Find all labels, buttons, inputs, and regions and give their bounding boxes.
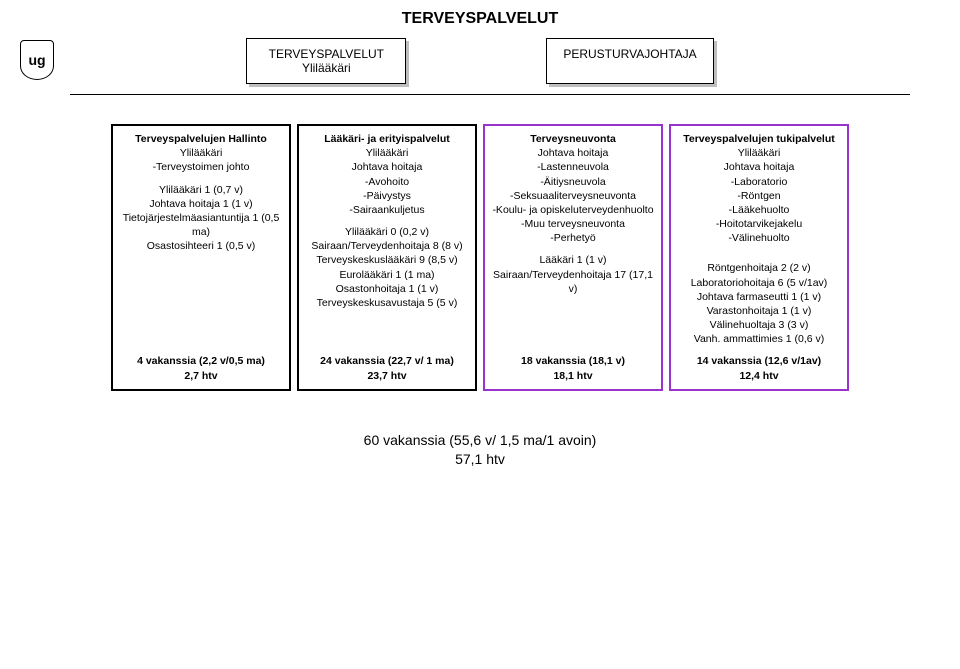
column-subtitle: Ylilääkäri bbox=[117, 146, 285, 160]
column-line bbox=[303, 217, 471, 225]
column-line: Lääkäri 1 (1 v) bbox=[489, 253, 657, 267]
org-column: TerveysneuvontaJohtava hoitaja-Lastenneu… bbox=[483, 124, 663, 391]
bottom-summary: 60 vakanssia (55,6 v/ 1,5 ma/1 avoin) 57… bbox=[10, 431, 950, 470]
column-line: Vanh. ammattimies 1 (0,6 v) bbox=[675, 332, 843, 346]
column-line: Varastonhoitaja 1 (1 v) bbox=[675, 304, 843, 318]
top-row: TERVEYSPALVELUT Ylilääkäri PERUSTURVAJOH… bbox=[10, 38, 950, 84]
top-box-right: PERUSTURVAJOHTAJA bbox=[546, 38, 713, 84]
column-line: Osastonhoitaja 1 (1 v) bbox=[303, 282, 471, 296]
column-line: -Hoitotarvikejakelu bbox=[675, 217, 843, 231]
column-line: Tietojärjestelmäasiantuntija 1 (0,5 ma) bbox=[117, 211, 285, 239]
logo-shield: ug bbox=[20, 40, 54, 80]
column-subtitle: Johtava hoitaja bbox=[489, 146, 657, 160]
column-line: Johtava hoitaja 1 (1 v) bbox=[117, 197, 285, 211]
org-column: Terveyspalvelujen HallintoYlilääkäri-Ter… bbox=[111, 124, 291, 391]
column-footer: 24 vakanssia (22,7 v/ 1 ma)23,7 htv bbox=[303, 354, 471, 382]
column-title: Terveyspalvelujen tukipalvelut bbox=[675, 132, 843, 146]
column-line: -Terveystoimen johto bbox=[117, 160, 285, 174]
column-subtitle: Ylilääkäri bbox=[675, 146, 843, 160]
column-title: Terveyspalvelujen Hallinto bbox=[117, 132, 285, 146]
column-line bbox=[489, 245, 657, 253]
column-line: -Laboratorio bbox=[675, 175, 843, 189]
column-line: Ylilääkäri 0 (0,2 v) bbox=[303, 225, 471, 239]
column-line: Ylilääkäri 1 (0,7 v) bbox=[117, 183, 285, 197]
footer-line: 24 vakanssia (22,7 v/ 1 ma) bbox=[303, 354, 471, 368]
column-line: -Sairaankuljetus bbox=[303, 203, 471, 217]
column-line: -Muu terveysneuvonta bbox=[489, 217, 657, 231]
column-line: -Avohoito bbox=[303, 175, 471, 189]
column-line: Laboratoriohoitaja 6 (5 v/1av) bbox=[675, 276, 843, 290]
org-column: Terveyspalvelujen tukipalvelutYlilääkäri… bbox=[669, 124, 849, 391]
footer-line: 23,7 htv bbox=[303, 369, 471, 383]
summary-line1: 60 vakanssia (55,6 v/ 1,5 ma/1 avoin) bbox=[10, 431, 950, 451]
connector bbox=[10, 94, 950, 124]
column-line bbox=[117, 175, 285, 183]
column-line: -Lastenneuvola bbox=[489, 160, 657, 174]
top-right-line1: PERUSTURVAJOHTAJA bbox=[563, 47, 696, 61]
column-body: Terveyspalvelujen tukipalvelutYlilääkäri… bbox=[675, 132, 843, 346]
org-column: Lääkäri- ja erityispalvelutYlilääkäriJoh… bbox=[297, 124, 477, 391]
column-footer: 14 vakanssia (12,6 v/1av)12,4 htv bbox=[675, 354, 843, 382]
column-line: Sairaan/Terveydenhoitaja 17 (17,1 v) bbox=[489, 268, 657, 296]
column-footer: 18 vakanssia (18,1 v)18,1 htv bbox=[489, 354, 657, 382]
logo-text: ug bbox=[28, 52, 45, 68]
top-left-line2: Ylilääkäri bbox=[263, 61, 389, 75]
column-line: -Äitiysneuvola bbox=[489, 175, 657, 189]
column-line: Johtava hoitaja bbox=[675, 160, 843, 174]
column-line: -Koulu- ja opiskeluterveydenhuolto bbox=[489, 203, 657, 217]
column-line: Eurolääkäri 1 (1 ma) bbox=[303, 268, 471, 282]
footer-line: 12,4 htv bbox=[675, 369, 843, 383]
column-line: Johtava hoitaja bbox=[303, 160, 471, 174]
org-columns: Terveyspalvelujen HallintoYlilääkäri-Ter… bbox=[10, 124, 950, 391]
column-line: -Röntgen bbox=[675, 189, 843, 203]
column-line: Terveyskeskusavustaja 5 (5 v) bbox=[303, 296, 471, 310]
column-body: Lääkäri- ja erityispalvelutYlilääkäriJoh… bbox=[303, 132, 471, 346]
column-line: -Välinehuolto bbox=[675, 231, 843, 245]
column-body: TerveysneuvontaJohtava hoitaja-Lastenneu… bbox=[489, 132, 657, 346]
column-line: -Lääkehuolto bbox=[675, 203, 843, 217]
column-title: Terveysneuvonta bbox=[489, 132, 657, 146]
column-line: -Seksuaaliterveysneuvonta bbox=[489, 189, 657, 203]
footer-line: 18,1 htv bbox=[489, 369, 657, 383]
footer-line: 18 vakanssia (18,1 v) bbox=[489, 354, 657, 368]
column-line bbox=[675, 253, 843, 261]
summary-line2: 57,1 htv bbox=[10, 450, 950, 470]
footer-line: 14 vakanssia (12,6 v/1av) bbox=[675, 354, 843, 368]
page-title: TERVEYSPALVELUT bbox=[10, 10, 950, 28]
column-body: Terveyspalvelujen HallintoYlilääkäri-Ter… bbox=[117, 132, 285, 346]
column-line: Röntgenhoitaja 2 (2 v) bbox=[675, 261, 843, 275]
column-subtitle: Ylilääkäri bbox=[303, 146, 471, 160]
footer-line: 2,7 htv bbox=[117, 369, 285, 383]
top-box-left: TERVEYSPALVELUT Ylilääkäri bbox=[246, 38, 406, 84]
footer-line: 4 vakanssia (2,2 v/0,5 ma) bbox=[117, 354, 285, 368]
column-line: Välinehuoltaja 3 (3 v) bbox=[675, 318, 843, 332]
column-footer: 4 vakanssia (2,2 v/0,5 ma)2,7 htv bbox=[117, 354, 285, 382]
column-line: Johtava farmaseutti 1 (1 v) bbox=[675, 290, 843, 304]
column-line bbox=[675, 245, 843, 253]
column-line: Osastosihteeri 1 (0,5 v) bbox=[117, 239, 285, 253]
column-line: -Päivystys bbox=[303, 189, 471, 203]
column-line: -Perhetyö bbox=[489, 231, 657, 245]
column-line: Terveyskeskuslääkäri 9 (8,5 v) bbox=[303, 253, 471, 267]
top-left-line1: TERVEYSPALVELUT bbox=[263, 47, 389, 61]
column-line: Sairaan/Terveydenhoitaja 8 (8 v) bbox=[303, 239, 471, 253]
column-title: Lääkäri- ja erityispalvelut bbox=[303, 132, 471, 146]
